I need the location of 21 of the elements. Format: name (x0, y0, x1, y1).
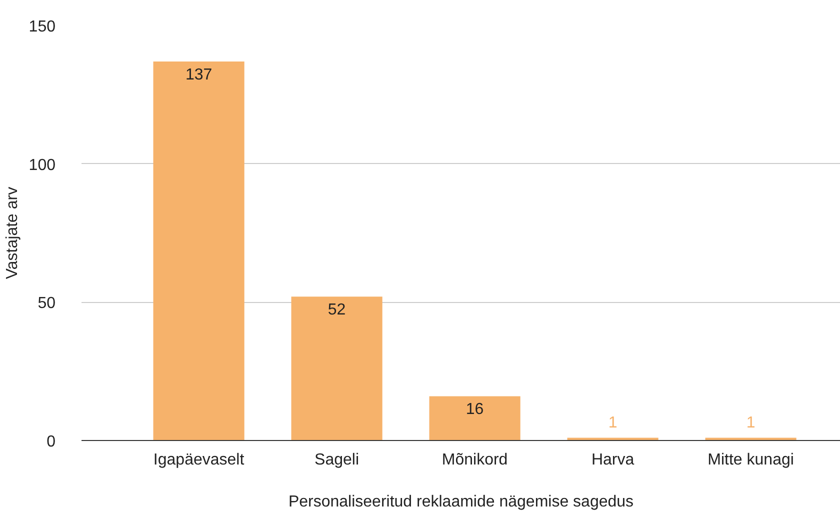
x-tick-label: Sageli (314, 452, 360, 468)
x-tick-label: Harva (591, 452, 634, 468)
x-tick-label: Mitte kunagi (708, 452, 794, 468)
bar (567, 438, 658, 440)
x-tick-label: Mõnikord (442, 452, 508, 468)
x-axis-title: Personaliseeritud reklaamide nägemise sagedus (288, 494, 634, 510)
bar (705, 438, 796, 440)
data-label: 52 (328, 302, 346, 319)
data-label: 1 (608, 414, 618, 432)
bar (429, 396, 520, 440)
data-label: 1 (746, 414, 756, 432)
x-tick-label: Igapäevaselt (153, 452, 245, 468)
y-tick-label: 150 (28, 18, 56, 36)
y-axis-title: Vastajate arv (4, 186, 21, 280)
bar (291, 296, 382, 440)
data-label: 137 (185, 66, 212, 84)
bar (153, 61, 244, 440)
y-tick-label: 100 (28, 156, 56, 174)
data-label: 16 (466, 401, 484, 418)
y-tick-label: 50 (38, 295, 56, 312)
y-tick-label: 0 (46, 434, 56, 450)
